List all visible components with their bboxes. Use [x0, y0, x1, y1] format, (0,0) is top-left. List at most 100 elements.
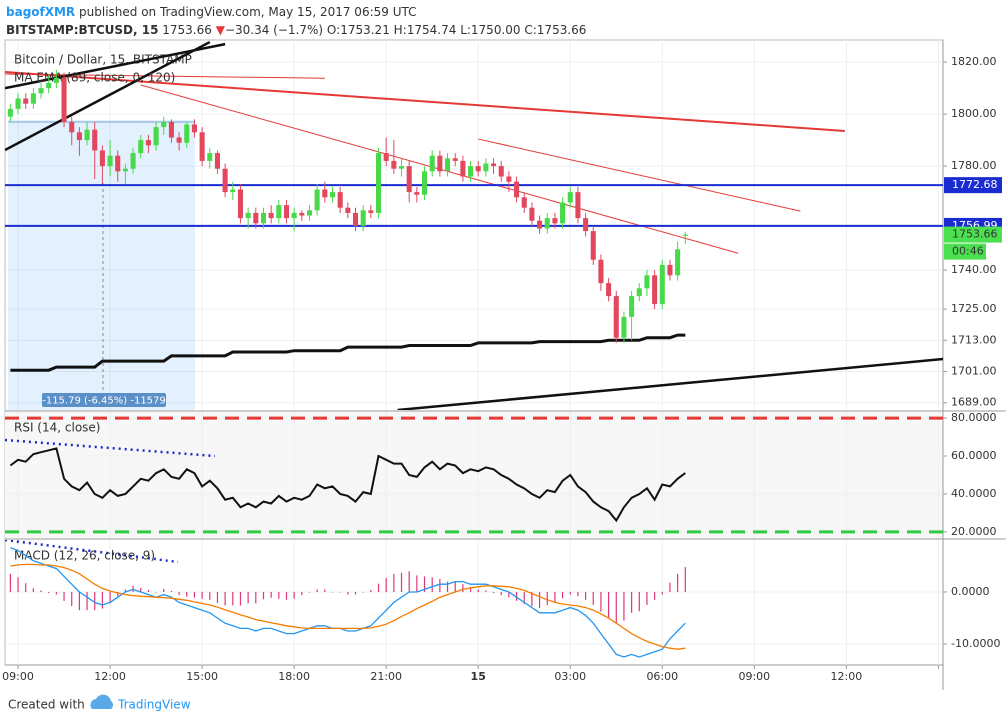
- histogram-bar: [492, 591, 495, 594]
- histogram-bar: [331, 591, 334, 593]
- histogram-bar: [178, 591, 180, 596]
- candle-body: [598, 259, 604, 284]
- y-tick-label: 1800.00: [951, 107, 997, 120]
- level-tag: [944, 177, 1002, 194]
- series-line: [10, 333, 686, 372]
- histogram-bar: [531, 591, 533, 607]
- histogram-bar: [40, 590, 42, 592]
- histogram-bar: [170, 590, 173, 592]
- candle-body: [122, 168, 128, 172]
- candle-body: [214, 153, 220, 169]
- y-tick-label: 1780.00: [951, 159, 997, 172]
- histogram-bar: [431, 577, 433, 592]
- histogram-bar: [48, 591, 50, 594]
- candle-body: [207, 153, 213, 161]
- candle-body: [521, 197, 527, 208]
- candle-body: [199, 132, 205, 161]
- histogram-bar: [546, 591, 548, 605]
- candle-body: [138, 140, 144, 154]
- histogram-bar: [224, 591, 226, 606]
- published: published on TradingView.com, May 15, 20…: [79, 5, 416, 19]
- y-tick-label: 1740.00: [951, 263, 997, 276]
- histogram-bar: [638, 591, 640, 612]
- candle-body: [383, 153, 389, 161]
- candle-body: [514, 181, 520, 198]
- histogram-bar: [285, 591, 288, 600]
- histogram-bar: [439, 578, 441, 592]
- histogram-bar: [140, 587, 142, 592]
- candle-body: [46, 82, 52, 89]
- histogram-bar: [446, 581, 449, 592]
- low: L:1750.00: [460, 23, 520, 37]
- histogram-bar: [385, 577, 387, 592]
- candle-body: [659, 264, 665, 304]
- publisher[interactable]: bagofXMR: [6, 5, 75, 19]
- candle-body: [322, 189, 328, 198]
- y-tick-label: 1725.00: [951, 302, 997, 315]
- pane-title: RSI (14, close): [14, 421, 100, 435]
- histogram-bar: [354, 591, 357, 595]
- high: H:1754.74: [394, 23, 457, 37]
- candle-body: [445, 158, 451, 172]
- histogram-bar: [63, 591, 65, 601]
- candle-body: [329, 192, 336, 198]
- candle-body: [38, 88, 44, 94]
- series-line: [9, 447, 686, 523]
- footer-brand[interactable]: TradingView: [117, 698, 191, 712]
- candle-body: [352, 212, 359, 226]
- x-tick-label: 03:00: [554, 670, 586, 683]
- candle-body: [253, 212, 259, 224]
- histogram-bar: [78, 591, 80, 611]
- histogram-bar: [631, 591, 633, 613]
- histogram-bar: [347, 591, 349, 595]
- price-pane: Bitcoin / Dollar, 15, BITSTAMP MA EMA (89…: [5, 40, 943, 410]
- candle-body: [268, 212, 274, 219]
- candle-body: [153, 127, 159, 146]
- histogram-bar: [270, 591, 272, 598]
- candle-body: [61, 77, 67, 122]
- histogram-bar: [393, 573, 395, 592]
- candle-body: [629, 296, 635, 317]
- histogram-bar: [677, 573, 679, 592]
- trendline: [397, 357, 943, 410]
- histogram-bar: [155, 591, 157, 593]
- histogram-bar: [554, 591, 556, 603]
- candle-body: [583, 218, 589, 232]
- last: 1753.66: [162, 23, 212, 37]
- pane-title: Bitcoin / Dollar, 15, BITSTAMP: [14, 53, 192, 67]
- candle-body: [606, 283, 612, 297]
- y-tick-label: 0.0000: [951, 585, 990, 598]
- histogram-bar: [255, 591, 257, 604]
- histogram-bar: [109, 591, 111, 604]
- histogram-bar: [117, 591, 119, 597]
- countdown-label: 00:46: [952, 245, 984, 258]
- symbol: BITSTAMP:BTCUSD, 15: [6, 23, 158, 37]
- candle-body: [145, 140, 151, 146]
- histogram-bar: [523, 591, 525, 604]
- histogram-bar: [324, 589, 326, 592]
- candle-body: [468, 166, 474, 177]
- histogram-bar: [654, 591, 656, 600]
- histogram-bar: [370, 589, 372, 592]
- candle-body: [506, 176, 512, 182]
- trendline: [5, 40, 211, 152]
- macd-plot: MACD (12, 26, close, 9): [5, 540, 943, 665]
- candle-body: [621, 316, 627, 338]
- histogram-bar: [615, 591, 617, 624]
- histogram-bar: [362, 591, 364, 593]
- series-line: [10, 563, 686, 650]
- y-tick-label: 60.0000: [951, 449, 997, 462]
- x-tick-label: 09:00: [2, 670, 34, 683]
- candle-body: [491, 163, 497, 167]
- histogram-bar: [508, 591, 510, 598]
- candle-body: [529, 207, 535, 221]
- histogram-bar: [646, 591, 648, 605]
- candle-body: [421, 171, 428, 195]
- candle-body: [437, 155, 443, 172]
- last-price-tag: [944, 226, 1002, 243]
- candle-body: [636, 288, 642, 297]
- candle-body: [590, 231, 596, 260]
- candle-body: [92, 129, 98, 151]
- histogram-bar: [186, 591, 188, 597]
